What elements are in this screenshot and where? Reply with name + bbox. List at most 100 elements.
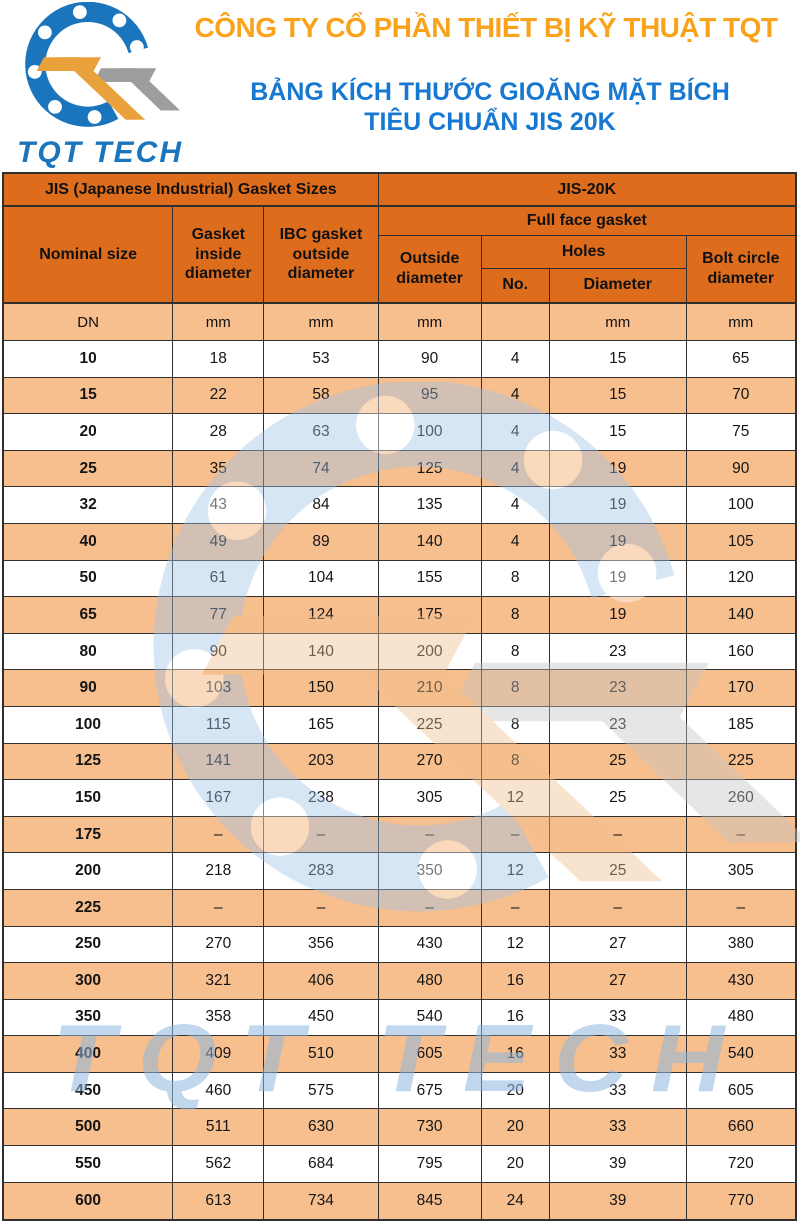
value-cell: 605	[377, 1035, 482, 1073]
nominal-size-cell: 400	[2, 1035, 174, 1073]
value-cell: 356	[263, 925, 379, 964]
value-cell: 511	[172, 1108, 265, 1147]
value-cell: 35	[172, 449, 265, 488]
unit-cell: mm	[172, 302, 265, 341]
value-cell: 185	[685, 705, 797, 744]
col-header-nominal-size: Nominal size	[2, 205, 174, 304]
value-cell: 540	[685, 1035, 797, 1073]
value-cell: 70	[685, 376, 797, 415]
nominal-size-cell: 350	[2, 998, 174, 1037]
col-header-holes: Holes	[480, 234, 687, 269]
nominal-size-cell: 550	[2, 1145, 174, 1183]
col-header-holes-diameter: Diameter	[548, 267, 687, 304]
value-cell: 480	[377, 962, 482, 1000]
value-cell: 33	[548, 1108, 687, 1147]
value-cell: 63	[263, 413, 379, 451]
value-cell: 430	[377, 925, 482, 964]
nominal-size-cell: 125	[2, 742, 174, 781]
table-row: 500 511 630 730 20 33 660	[2, 1108, 797, 1147]
value-cell: 12	[480, 925, 550, 964]
value-cell: 22	[172, 376, 265, 415]
value-cell: 20	[480, 1108, 550, 1147]
value-cell: 770	[685, 1181, 797, 1221]
value-cell: 23	[548, 705, 687, 744]
value-cell: 135	[377, 486, 482, 524]
value-cell: 25	[548, 852, 687, 890]
value-cell: 225	[685, 742, 797, 781]
value-cell: 165	[263, 705, 379, 744]
table-row: 250 270 356 430 12 27 380	[2, 925, 797, 964]
nominal-size-cell: 450	[2, 1071, 174, 1110]
unit-cell: mm	[377, 302, 482, 341]
value-cell: 27	[548, 925, 687, 964]
value-cell: 43	[172, 486, 265, 524]
value-cell: 105	[685, 522, 797, 561]
value-cell: 660	[685, 1108, 797, 1147]
value-cell: 25	[548, 779, 687, 817]
value-cell: 613	[172, 1181, 265, 1221]
value-cell: 8	[480, 705, 550, 744]
logo-text: TQT TECH	[17, 136, 183, 169]
value-cell: 4	[480, 449, 550, 488]
value-cell: 480	[685, 998, 797, 1037]
value-cell: 20	[480, 1071, 550, 1110]
value-cell: 380	[685, 925, 797, 964]
gasket-size-table: JIS (Japanese Industrial) Gasket Sizes J…	[2, 172, 797, 1221]
col-header-ibc-outside: IBC gasket outside diameter	[263, 205, 379, 304]
value-cell: –	[685, 888, 797, 927]
nominal-size-cell: 80	[2, 632, 174, 671]
nominal-size-cell: 90	[2, 669, 174, 707]
value-cell: 90	[377, 340, 482, 378]
table-row: 175– – – – – –	[2, 815, 797, 854]
value-cell: 4	[480, 522, 550, 561]
value-cell: 16	[480, 998, 550, 1037]
value-cell: 150	[263, 669, 379, 707]
value-cell: 140	[377, 522, 482, 561]
value-cell: 12	[480, 779, 550, 817]
unit-cell	[480, 302, 550, 341]
nominal-size-cell: 20	[2, 413, 174, 451]
col-header-full-face-gasket: Full face gasket	[377, 205, 797, 236]
table-row: 600 613 734 845 24 39 770	[2, 1181, 797, 1221]
value-cell: 270	[377, 742, 482, 781]
value-cell: 103	[172, 669, 265, 707]
value-cell: 358	[172, 998, 265, 1037]
nominal-size-cell: 150	[2, 779, 174, 817]
value-cell: 8	[480, 742, 550, 781]
value-cell: 89	[263, 522, 379, 561]
table-row: 15 22 58 95 4 15 70	[2, 376, 797, 415]
value-cell: 84	[263, 486, 379, 524]
value-cell: 155	[377, 559, 482, 598]
value-cell: 575	[263, 1071, 379, 1110]
value-cell: 12	[480, 852, 550, 890]
value-cell: 4	[480, 376, 550, 415]
table-header: JIS (Japanese Industrial) Gasket Sizes J…	[2, 172, 797, 341]
group-header-right: JIS-20K	[377, 172, 797, 207]
value-cell: 510	[263, 1035, 379, 1073]
value-cell: 460	[172, 1071, 265, 1110]
value-cell: –	[263, 815, 379, 854]
value-cell: 19	[548, 522, 687, 561]
nominal-size-cell: 40	[2, 522, 174, 561]
value-cell: 74	[263, 449, 379, 488]
nominal-size-cell: 175	[2, 815, 174, 854]
value-cell: –	[377, 888, 482, 927]
value-cell: 115	[172, 705, 265, 744]
value-cell: –	[377, 815, 482, 854]
value-cell: 210	[377, 669, 482, 707]
value-cell: 305	[377, 779, 482, 817]
table-row: 225– – – – – –	[2, 888, 797, 927]
value-cell: 20	[480, 1145, 550, 1183]
table-row: 25 35 74 125 4 19 90	[2, 449, 797, 488]
value-cell: 605	[685, 1071, 797, 1110]
value-cell: 4	[480, 486, 550, 524]
table-row: 550 562 684 795 20 39 720	[2, 1145, 797, 1183]
value-cell: 450	[263, 998, 379, 1037]
nominal-size-cell: 300	[2, 962, 174, 1000]
value-cell: 77	[172, 596, 265, 634]
value-cell: 120	[685, 559, 797, 598]
value-cell: 4	[480, 413, 550, 451]
table-row: 125 141 203 270 8 25 225	[2, 742, 797, 781]
value-cell: 61	[172, 559, 265, 598]
